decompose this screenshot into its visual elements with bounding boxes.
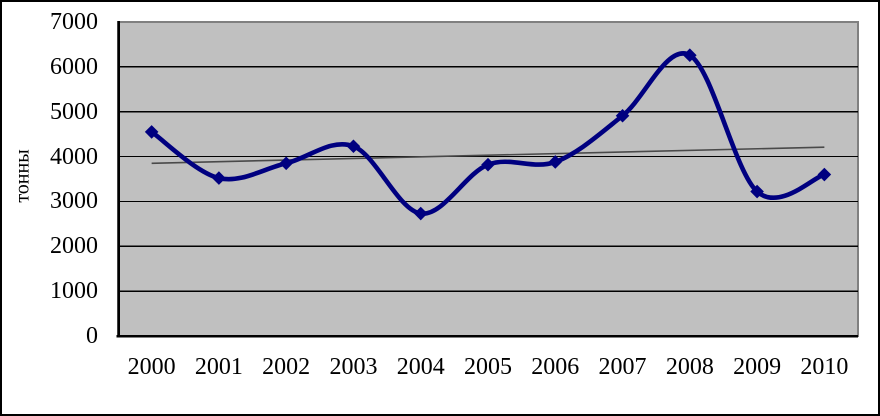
x-axis-tick-label: 2005 — [464, 354, 512, 380]
data-point-marker — [481, 157, 495, 172]
data-point-marker — [279, 156, 293, 171]
x-axis-tick-label: 2008 — [665, 354, 714, 380]
y-axis-tick-label: 3000 — [50, 188, 98, 215]
y-axis-tick-label: 0 — [86, 323, 98, 349]
data-point-marker — [683, 48, 697, 62]
x-axis-tick-label: 2009 — [733, 354, 782, 380]
y-axis-tick-label: 4000 — [50, 143, 98, 170]
data-point-marker — [817, 167, 832, 182]
y-axis-tick-label: 7000 — [50, 9, 98, 35]
data-point-marker — [144, 125, 159, 139]
data-point-marker — [615, 108, 630, 123]
x-axis-tick-label: 2000 — [127, 354, 176, 380]
x-axis-tick-label: 2004 — [396, 354, 445, 380]
trendline — [151, 146, 825, 165]
y-axis-tick-label: 1000 — [50, 278, 98, 305]
data-point-marker — [750, 184, 764, 199]
x-axis-tick-label: 2003 — [329, 354, 378, 380]
x-axis-tick-label: 2001 — [194, 354, 243, 380]
data-point-marker — [413, 206, 428, 221]
x-axis-tick-label: 2010 — [800, 354, 849, 380]
x-axis-tick-label: 2006 — [531, 354, 580, 380]
data-point-marker — [548, 155, 563, 169]
y-axis-tick-label: 2000 — [50, 233, 98, 260]
data-point-marker — [346, 139, 361, 154]
data-series-line — [149, 51, 827, 216]
x-axis-tick-label: 2002 — [262, 354, 311, 380]
y-axis-tick-label: 6000 — [50, 53, 98, 80]
y-axis-tick-label: 5000 — [50, 98, 98, 125]
data-point-marker — [212, 171, 226, 185]
x-axis-tick-label: 2007 — [598, 354, 647, 380]
